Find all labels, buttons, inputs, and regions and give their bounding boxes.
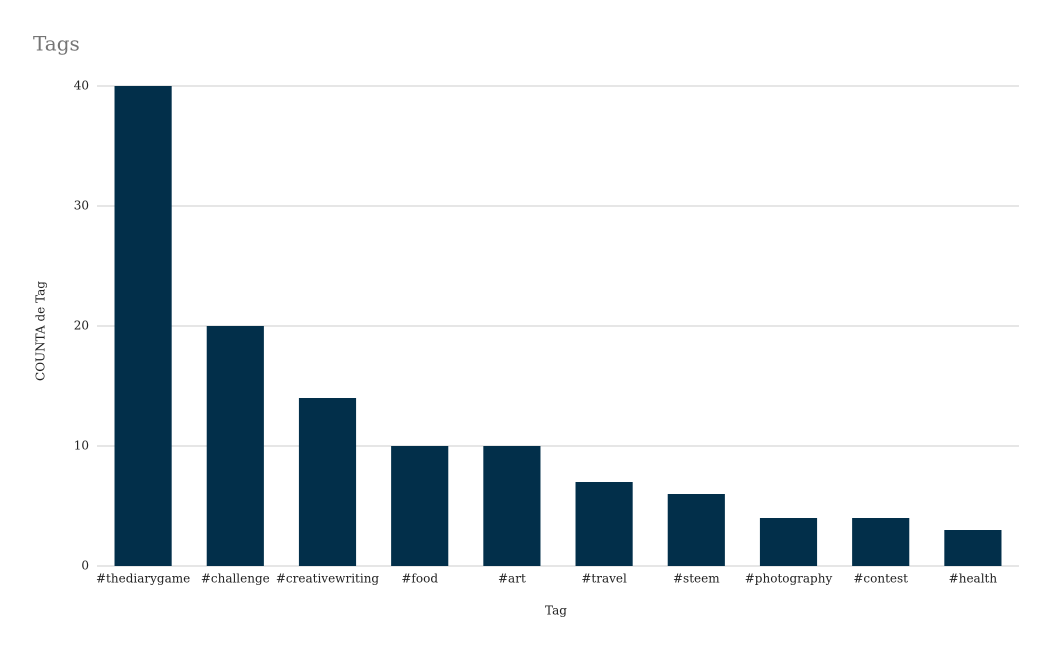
y-tick-label: 10: [74, 439, 89, 453]
bar: [298, 398, 357, 566]
x-tick-label: #health: [949, 572, 998, 586]
y-tick-label: 30: [74, 199, 89, 213]
bar: [852, 518, 910, 566]
bar: [391, 446, 449, 566]
x-tick-label: #steem: [673, 572, 720, 586]
x-tick-label: #creativewriting: [276, 572, 380, 586]
bar: [667, 494, 725, 566]
chart-title: Tags: [33, 32, 80, 56]
bar: [114, 86, 172, 566]
x-tick-label: #challenge: [201, 572, 270, 586]
y-tick-label: 40: [74, 79, 89, 93]
bar: [759, 518, 818, 566]
x-tick-label: #photography: [745, 572, 833, 586]
y-tick-label: 0: [81, 559, 89, 573]
x-tick-label: #travel: [581, 572, 627, 586]
x-tick-label: #art: [498, 572, 526, 586]
bar: [483, 446, 541, 566]
bar: [206, 326, 264, 566]
y-axis-label: COUNTA de Tag: [34, 281, 48, 381]
bar: [575, 482, 633, 566]
x-tick-label: #food: [401, 572, 438, 586]
y-tick-label: 20: [74, 319, 89, 333]
bar: [944, 530, 1002, 566]
x-tick-label: #contest: [853, 572, 908, 586]
x-tick-label: #thediarygame: [96, 572, 190, 586]
x-axis-label: Tag: [545, 604, 567, 618]
